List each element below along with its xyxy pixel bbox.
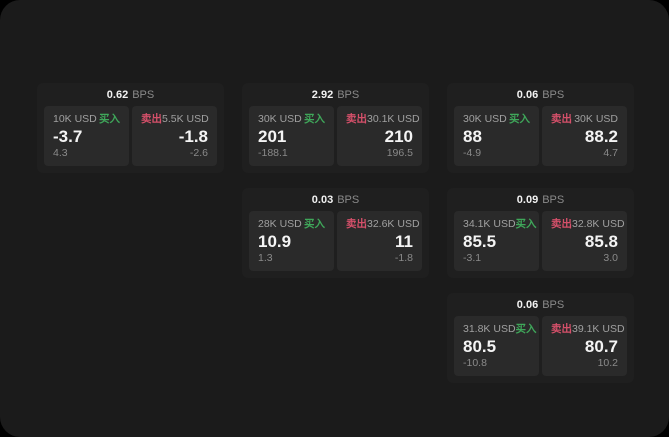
- sell-sub-value: 3.0: [603, 252, 618, 264]
- buy-side-label: 买入: [515, 218, 537, 230]
- buy-price: 85.5: [463, 232, 497, 251]
- quote-card-1: 0.62 BPS 10K USD 买入 -3.7 4.3 卖出 5.5K USD: [37, 83, 224, 173]
- buy-price: 88: [463, 127, 482, 146]
- buy-price: 201: [258, 127, 287, 146]
- bps-header: 0.03 BPS: [249, 188, 422, 211]
- buy-side-label: 买入: [515, 323, 537, 335]
- bps-unit-label: BPS: [542, 88, 565, 101]
- sell-side-label: 卖出: [141, 113, 162, 125]
- bps-value: 0.03: [311, 193, 334, 206]
- buy-sub-value: -188.1: [258, 147, 288, 159]
- buy-side-label: 买入: [99, 113, 120, 125]
- sell-price: 11: [395, 232, 413, 251]
- sell-side-label: 卖出: [346, 113, 367, 125]
- buy-quote-panel[interactable]: 30K USD 买入 201 -188.1: [249, 106, 334, 166]
- buy-amount: 28K USD: [258, 218, 302, 230]
- sell-side-label: 卖出: [346, 218, 367, 230]
- quote-card-3: 0.06 BPS 30K USD 买入 88 -4.9 卖出 30K USD: [447, 83, 634, 173]
- sell-amount: 32.8K USD: [572, 218, 625, 230]
- bps-value: 2.92: [311, 88, 334, 101]
- buy-quote-panel[interactable]: 28K USD 买入 10.9 1.3: [249, 211, 334, 271]
- sell-side-label: 卖出: [551, 323, 572, 335]
- bps-unit-label: BPS: [542, 298, 565, 311]
- quote-card-6: 0.06 BPS 31.8K USD 买入 80.5 -10.8 卖出 39.1…: [447, 293, 634, 383]
- buy-price: -3.7: [53, 127, 83, 146]
- bps-header: 0.06 BPS: [454, 293, 627, 316]
- bps-value: 0.06: [516, 298, 539, 311]
- buy-sub-value: 4.3: [53, 147, 68, 159]
- bps-unit-label: BPS: [132, 88, 155, 101]
- buy-price: 10.9: [258, 232, 292, 251]
- bps-value: 0.09: [516, 193, 539, 206]
- bps-unit-label: BPS: [337, 193, 360, 206]
- sell-amount: 32.6K USD: [367, 218, 420, 230]
- buy-sub-value: -10.8: [463, 357, 487, 369]
- quote-card-5: 0.09 BPS 34.1K USD 买入 85.5 -3.1 卖出 32.8K…: [447, 188, 634, 278]
- sell-quote-panel[interactable]: 卖出 30.1K USD 210 196.5: [337, 106, 422, 166]
- buy-sub-value: 1.3: [258, 252, 273, 264]
- sell-quote-panel[interactable]: 卖出 5.5K USD -1.8 -2.6: [132, 106, 217, 166]
- sell-price: 88.2: [584, 127, 618, 146]
- sell-amount: 30.1K USD: [367, 113, 420, 125]
- buy-side-label: 买入: [509, 113, 530, 125]
- buy-quote-panel[interactable]: 31.8K USD 买入 80.5 -10.8: [454, 316, 539, 376]
- sell-quote-panel[interactable]: 卖出 32.6K USD 11 -1.8: [337, 211, 422, 271]
- sell-price: 80.7: [584, 337, 618, 356]
- buy-amount: 30K USD: [258, 113, 302, 125]
- buy-sub-value: -3.1: [463, 252, 482, 264]
- bps-unit-label: BPS: [542, 193, 565, 206]
- bps-header: 0.09 BPS: [454, 188, 627, 211]
- sell-quote-panel[interactable]: 卖出 39.1K USD 80.7 10.2: [542, 316, 627, 376]
- buy-quote-panel[interactable]: 10K USD 买入 -3.7 4.3: [44, 106, 129, 166]
- sell-sub-value: 196.5: [386, 147, 413, 159]
- sell-price: -1.8: [178, 127, 208, 146]
- bps-header: 2.92 BPS: [249, 83, 422, 106]
- buy-side-label: 买入: [304, 113, 325, 125]
- buy-side-label: 买入: [304, 218, 325, 230]
- sell-price: 85.8: [584, 232, 618, 251]
- sell-amount: 30K USD: [574, 113, 618, 125]
- bps-header: 0.06 BPS: [454, 83, 627, 106]
- bps-unit-label: BPS: [337, 88, 360, 101]
- bps-header: 0.62 BPS: [44, 83, 217, 106]
- sell-sub-value: -1.8: [394, 252, 413, 264]
- buy-price: 80.5: [463, 337, 497, 356]
- sell-side-label: 卖出: [551, 218, 572, 230]
- buy-amount: 30K USD: [463, 113, 507, 125]
- sell-amount: 5.5K USD: [162, 113, 209, 125]
- sell-sub-value: -2.6: [189, 147, 208, 159]
- sell-quote-panel[interactable]: 卖出 32.8K USD 85.8 3.0: [542, 211, 627, 271]
- sell-price: 210: [384, 127, 413, 146]
- buy-quote-panel[interactable]: 30K USD 买入 88 -4.9: [454, 106, 539, 166]
- sell-quote-panel[interactable]: 卖出 30K USD 88.2 4.7: [542, 106, 627, 166]
- buy-amount: 31.8K USD: [463, 323, 516, 335]
- bps-value: 0.06: [516, 88, 539, 101]
- quote-card-2: 2.92 BPS 30K USD 买入 201 -188.1 卖出 30.1K …: [242, 83, 429, 173]
- sell-sub-value: 4.7: [603, 147, 618, 159]
- bps-value: 0.62: [106, 88, 129, 101]
- sell-sub-value: 10.2: [597, 357, 618, 369]
- buy-quote-panel[interactable]: 34.1K USD 买入 85.5 -3.1: [454, 211, 539, 271]
- buy-amount: 10K USD: [53, 113, 97, 125]
- buy-amount: 34.1K USD: [463, 218, 516, 230]
- quote-card-grid: 0.62 BPS 10K USD 买入 -3.7 4.3 卖出 5.5K USD: [37, 83, 634, 383]
- quote-card-4: 0.03 BPS 28K USD 买入 10.9 1.3 卖出 32.6K US…: [242, 188, 429, 278]
- sell-amount: 39.1K USD: [572, 323, 625, 335]
- sell-side-label: 卖出: [551, 113, 572, 125]
- buy-sub-value: -4.9: [463, 147, 482, 159]
